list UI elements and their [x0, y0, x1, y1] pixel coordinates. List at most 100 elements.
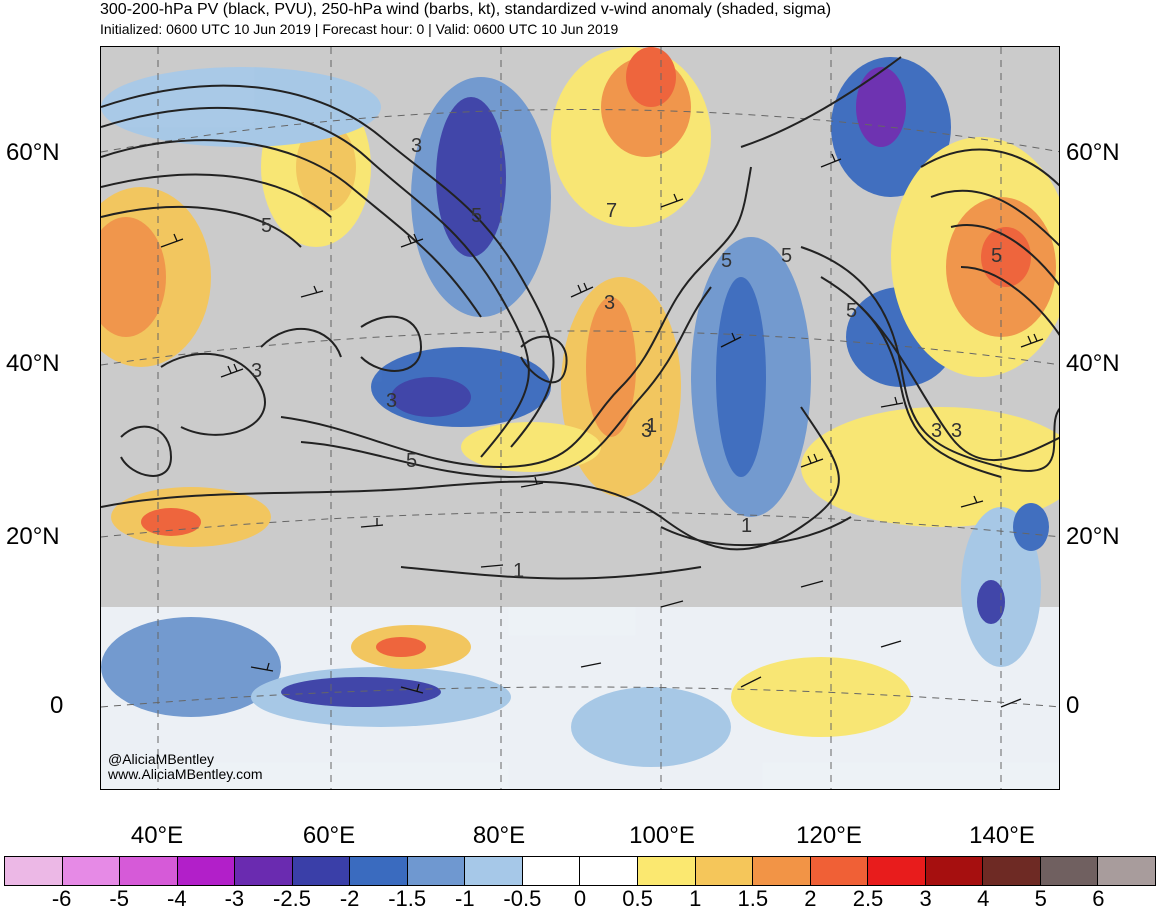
colorbar-tick-label: 1.5: [737, 886, 769, 911]
contour-label: 1: [646, 415, 657, 437]
colorbar-tick-label: 4: [977, 886, 990, 911]
contour-label: 5: [406, 450, 417, 472]
lat-label-left: 20°N: [6, 523, 60, 550]
contour-label: 5: [471, 205, 482, 227]
colorbar-swatch: [925, 857, 984, 885]
lat-label-left: 0: [50, 692, 64, 719]
colorbar-tick-label: -5: [109, 886, 129, 911]
colorbar-swatch: [120, 857, 178, 885]
lon-label: 40°E: [130, 822, 184, 849]
anomaly-blob: [436, 97, 506, 257]
title-block: 300-200-hPa PV (black, PVU), 250-hPa win…: [100, 0, 1100, 38]
lon-label: 80°E: [472, 822, 526, 849]
colorbar-tick-label: -0.5: [503, 886, 542, 911]
chart-subtitle: Initialized: 0600 UTC 10 Jun 2019 | Fore…: [100, 21, 619, 37]
contour-label: 3: [931, 420, 942, 442]
anomaly-blob: [281, 677, 441, 707]
anomaly-blob: [586, 297, 636, 437]
colorbar-tick-label: -3: [224, 886, 245, 911]
contour-label: 3: [641, 420, 652, 442]
anomaly-blob: [101, 617, 281, 717]
colorbar-swatch: [753, 857, 811, 885]
colorbar-swatch: [350, 857, 408, 885]
anomaly-blob: [977, 580, 1005, 624]
colorbar-tick-label: 6: [1092, 886, 1105, 911]
colorbar-tick-label: 0.5: [622, 886, 653, 911]
contour-label: 5: [846, 300, 857, 322]
lat-label-left: 40°N: [6, 350, 60, 377]
contour-label: 7: [606, 200, 617, 222]
colorbar-swatch: [177, 857, 236, 885]
anomaly-blob: [626, 47, 676, 107]
colorbar-swatch: [638, 857, 696, 885]
colorbar-tick-label: 5: [1034, 886, 1047, 911]
lon-label: 100°E: [629, 822, 695, 849]
anomaly-blob: [731, 657, 911, 737]
colorbar-swatch: [810, 857, 869, 885]
watermark: @AliciaMBentley www.AliciaMBentley.com: [108, 752, 263, 782]
colorbar-swatch: [1098, 857, 1155, 885]
colorbar-swatch: [522, 857, 581, 885]
lat-label-right: 0: [1066, 692, 1080, 719]
lon-label: 140°E: [969, 822, 1035, 849]
colorbar-swatch: [62, 857, 121, 885]
colorbar-swatch: [292, 857, 351, 885]
pv-contours: [101, 56, 1059, 580]
lon-label: 60°E: [302, 822, 356, 849]
colorbar-swatch: [465, 857, 523, 885]
chart-title: 300-200-hPa PV (black, PVU), 250-hPa win…: [100, 1, 832, 18]
colorbar-tick-label: -6: [51, 886, 72, 911]
colorbar: [4, 856, 1156, 886]
colorbar-tick-label: -4: [167, 886, 187, 911]
anomaly-blob: [141, 508, 201, 536]
colorbar-swatch: [5, 857, 63, 885]
anomaly-blob: [391, 377, 471, 417]
colorbar-swatch: [407, 857, 466, 885]
anomaly-blob: [101, 217, 166, 337]
anomaly-blob: [856, 67, 906, 147]
colorbar-tick-label: 2.5: [852, 886, 884, 911]
contour-label: 5: [721, 250, 732, 272]
colorbar-tick-label: -1: [455, 886, 475, 911]
colorbar-tick-label: -1.5: [388, 886, 427, 911]
lat-label-right: 60°N: [1066, 139, 1120, 166]
anomaly-blob: [801, 407, 1059, 527]
contour-label: 1: [741, 515, 752, 537]
contour-labels: 3 5 5 3 5 7 3 5 5 3 5 3 3 5 1 1 1 3: [251, 135, 1002, 582]
contour-label: 5: [991, 245, 1002, 267]
graticule: [101, 47, 1059, 789]
contour-label: 3: [386, 390, 397, 412]
anomaly-blob: [101, 67, 381, 147]
colorbar-swatch: [868, 857, 926, 885]
contour-label: 1: [513, 560, 524, 582]
anomaly-blob: [376, 637, 426, 657]
colorbar-tick-label: 2: [804, 886, 817, 911]
contour-label: 3: [951, 420, 962, 442]
anomaly-shading: [101, 47, 1059, 789]
anomaly-blob: [461, 422, 601, 472]
colorbar-swatch: [235, 857, 293, 885]
lat-label-left: 60°N: [6, 139, 60, 166]
lon-label: 120°E: [796, 822, 862, 849]
colorbar-tick-label: 1: [689, 886, 702, 911]
colorbar-tick-label: 0: [573, 886, 587, 911]
anomaly-blob: [716, 277, 766, 477]
colorbar-swatch: [1040, 857, 1099, 885]
map-panel: 3 5 5 3 5 7 3 5 5 3 5 3 3 5 1 1 1 3: [100, 46, 1060, 790]
watermark-site: www.AliciaMBentley.com: [108, 766, 263, 782]
map-graphic: 3 5 5 3 5 7 3 5 5 3 5 3 3 5 1 1 1 3: [101, 47, 1059, 789]
lat-label-right: 40°N: [1066, 350, 1120, 377]
colorbar-tick-label: -2.5: [273, 886, 311, 911]
anomaly-blob: [571, 687, 731, 767]
colorbar-swatch: [983, 857, 1041, 885]
contour-label: 5: [261, 215, 272, 237]
contour-label: 3: [411, 135, 422, 157]
watermark-handle: @AliciaMBentley: [108, 751, 215, 767]
contour-label: 3: [251, 360, 262, 382]
colorbar-swatch: [695, 857, 754, 885]
anomaly-blob: [296, 122, 356, 212]
colorbar-tick-label: 3: [919, 886, 932, 911]
wind-barbs: [160, 153, 1044, 708]
lat-label-right: 20°N: [1066, 523, 1120, 550]
contour-label: 3: [604, 292, 615, 314]
